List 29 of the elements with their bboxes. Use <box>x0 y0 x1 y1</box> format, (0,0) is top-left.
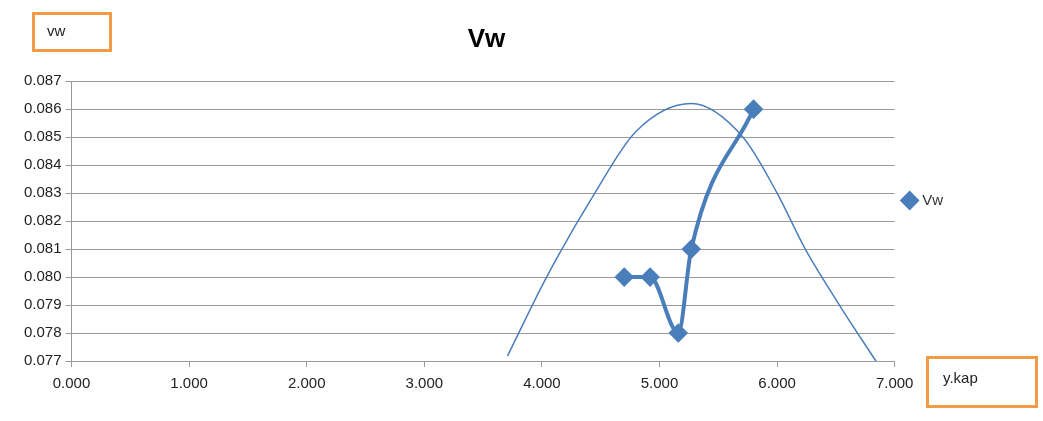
y-tick-label: 0.083 <box>23 183 62 201</box>
y-tick-label: 0.085 <box>23 127 62 145</box>
y-tick-label: 0.086 <box>23 99 62 117</box>
x-tick-label: 4.000 <box>523 374 561 392</box>
x-tick-label: 6.000 <box>758 374 796 392</box>
x-axis-title: y.kap <box>926 356 1038 408</box>
point <box>669 324 688 343</box>
x-tick-label: 3.000 <box>405 374 444 392</box>
y-tick-label: 0.079 <box>23 295 62 313</box>
point <box>641 268 660 287</box>
y-axis-title: vw <box>32 12 112 52</box>
x-tick-label: 7.000 <box>875 374 914 392</box>
x-tick-label: 5.000 <box>640 374 679 392</box>
y-tick-label: 0.087 <box>23 71 62 89</box>
legend-label: Vw <box>922 190 944 208</box>
line-series <box>507 102 877 361</box>
y-tick-label: 0.080 <box>23 267 62 285</box>
point <box>615 268 634 287</box>
point <box>682 240 701 259</box>
x-tick-label: 2.000 <box>287 374 326 392</box>
x-tick-label: 0.000 <box>52 374 91 392</box>
y-tick-label: 0.077 <box>23 351 62 369</box>
y-tick-label: 0.084 <box>23 155 62 173</box>
y-tick-label: 0.082 <box>23 211 62 229</box>
point <box>744 100 763 119</box>
y-tick-label: 0.078 <box>23 323 62 341</box>
x-tick-label: 1.000 <box>170 374 208 392</box>
y-tick-label: 0.081 <box>23 239 62 257</box>
chart-title: Vw <box>467 22 507 53</box>
